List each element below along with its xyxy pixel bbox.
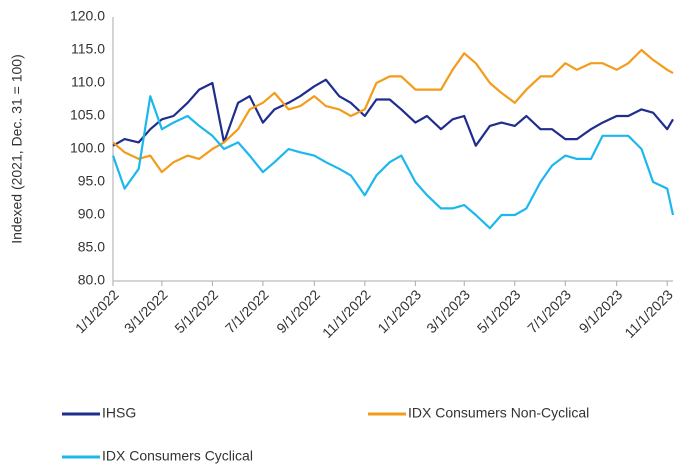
series-line: [112, 48, 674, 174]
y-tick-label: 90.0: [78, 206, 105, 222]
series-line: [112, 78, 674, 147]
x-tick-label: 1/1/2023: [374, 286, 424, 336]
x-tick-label: 5/1/2023: [474, 286, 524, 336]
x-tick-label: 1/1/2022: [72, 286, 122, 336]
y-tick-label: 80.0: [78, 272, 105, 288]
x-tick-label: 5/1/2022: [171, 286, 221, 336]
legend-label: IDX Consumers Non-Cyclical: [408, 405, 589, 421]
x-tick-label: 11/1/2022: [319, 286, 374, 341]
x-tick-label: 3/1/2023: [423, 286, 473, 336]
y-tick-label: 105.0: [70, 107, 105, 123]
legend-label: IHSG: [102, 405, 136, 421]
x-tick-label: 3/1/2022: [121, 286, 171, 336]
x-tick-label: 11/1/2023: [621, 286, 676, 341]
x-tick-label: 9/1/2022: [273, 286, 323, 336]
y-tick-label: 120.0: [70, 8, 105, 24]
y-axis-label: Indexed (2021, Dec. 31 = 100): [9, 54, 25, 244]
y-tick-label: 100.0: [70, 140, 105, 156]
x-tick-label: 7/1/2023: [524, 286, 574, 336]
legend-label: IDX Consumers Cyclical: [102, 448, 253, 464]
y-tick-label: 110.0: [71, 74, 105, 90]
series-line: [111, 95, 675, 230]
x-tick-label: 9/1/2023: [576, 286, 626, 336]
y-tick-label: 115.0: [71, 41, 105, 57]
x-tick-label: 7/1/2022: [222, 286, 272, 336]
y-tick-label: 85.0: [78, 239, 105, 255]
y-tick-label: 95.0: [78, 173, 105, 189]
